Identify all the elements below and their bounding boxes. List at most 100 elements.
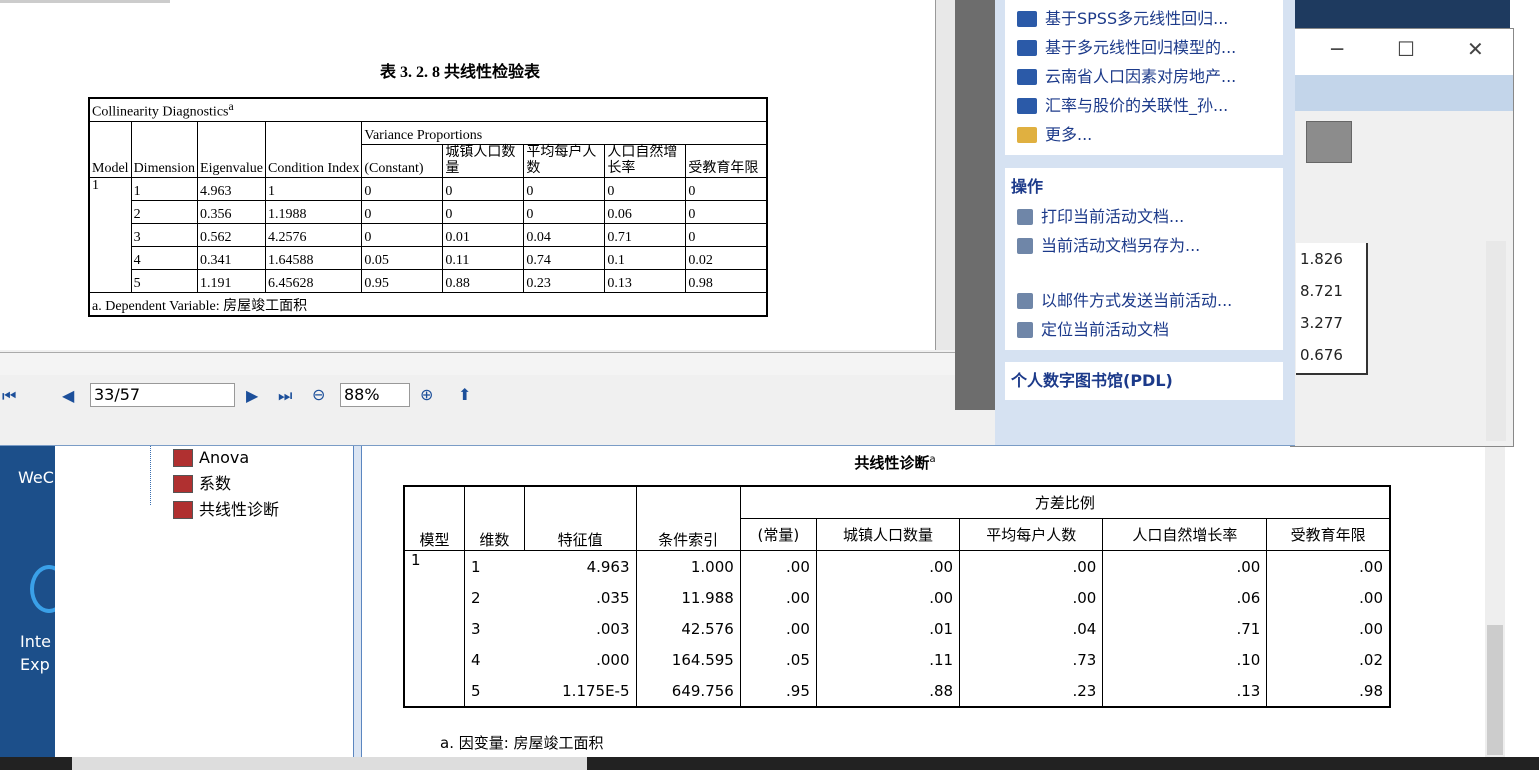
header-cell: Condition Index — [264, 121, 363, 178]
action[interactable]: 以邮件方式发送当前活动... — [1017, 286, 1283, 315]
action[interactable]: 当前活动文档另存为... — [1017, 231, 1283, 260]
actions: 打印当前活动文档... 当前活动文档另存为... 以邮件方式发送当前活动... 定位当… — [1005, 202, 1283, 344]
first-page[interactable]: ⏮ — [2, 386, 17, 405]
close[interactable]: ✕ — [1467, 37, 1484, 61]
link[interactable]: 汇率与股价的关联性_孙... — [1017, 91, 1283, 120]
data-row: 3.003 42.576.00.01.04.71.00 — [404, 613, 1391, 644]
data-cell: 0 — [523, 200, 606, 224]
data-cell: 0 — [604, 177, 687, 201]
link-icon — [1017, 68, 1037, 85]
page-input[interactable]: 33/57 — [90, 383, 235, 407]
header-cell: 城镇人口数量 — [815, 518, 961, 551]
upload[interactable]: ⬆ — [458, 385, 472, 404]
icon-label[interactable]: Inte — [20, 632, 51, 651]
values-pane: 1.826 8.721 3.277 0.676 — [1296, 243, 1368, 375]
data-cell: .000 — [523, 644, 637, 675]
row: a. Dependent Variable: 房屋竣工面积 — [88, 292, 768, 317]
prev-page[interactable]: ◀ — [62, 386, 75, 405]
link-icon — [1017, 97, 1037, 114]
action[interactable]: 定位当前活动文档 — [1017, 315, 1283, 344]
section-title[interactable]: 操作 — [1011, 177, 1044, 196]
data-cell: 1 — [463, 550, 525, 582]
value: 8.721 — [1300, 282, 1343, 300]
desktop: WeC Inte Exp — [0, 445, 68, 757]
data-cell: 0.06 — [604, 200, 687, 224]
header-group: Variance Proportions — [361, 121, 768, 145]
zoom-input[interactable]: 88% — [340, 383, 410, 407]
data-cell: 0 — [685, 200, 768, 224]
header-cell: 维数 — [463, 485, 525, 551]
data-cell: 0.02 — [685, 246, 768, 270]
data-cell: 4 — [130, 246, 199, 270]
pdl-panel: 个人数字图书馆(PDL) — [1005, 362, 1283, 400]
scrollbar[interactable] — [1486, 241, 1506, 441]
maximize[interactable]: ☐ — [1397, 37, 1415, 61]
data-row: 1 1 4.963 1.000.00.00.00.00.00 — [403, 550, 1391, 707]
title-bar: ─ ☐ ✕ — [1291, 29, 1513, 75]
data-cell: .88 — [815, 675, 961, 707]
tree-item[interactable]: Anova — [173, 445, 279, 471]
action-text: 定位当前活动文档 — [1041, 320, 1170, 339]
superscript: a — [929, 454, 936, 465]
next-page[interactable]: ▶ — [246, 386, 259, 405]
header-cell: 城镇人口数量 — [442, 144, 525, 178]
header-cell: 平均每户人数 — [959, 518, 1104, 551]
actions-panel: 操作 打印当前活动文档... 当前活动文档另存为... 以邮件方式发送当前活动...… — [1005, 168, 1283, 350]
tree-item[interactable]: 共线性诊断 — [173, 497, 279, 523]
section-title[interactable]: 个人数字图书馆(PDL) — [1011, 371, 1173, 390]
link[interactable]: 基于多元线性回归模型的... — [1017, 33, 1283, 62]
data-cell: .035 — [523, 582, 637, 613]
data-cell: .95 — [739, 675, 817, 707]
h-scrollbar[interactable] — [0, 352, 955, 375]
data-cell: .00 — [739, 582, 817, 613]
tree-item[interactable]: 系数 — [173, 471, 279, 497]
link[interactable]: 基于SPSS多元线性回归... — [1017, 4, 1283, 33]
data-cell: .003 — [523, 613, 637, 644]
data-cell: .00 — [1266, 550, 1391, 582]
zoom-in[interactable]: ⊕ — [420, 385, 434, 404]
data-cell: .13 — [1102, 675, 1268, 707]
data-cell: .73 — [959, 644, 1104, 675]
v-scrollbar[interactable] — [935, 0, 956, 350]
data-cell: .00 — [959, 582, 1104, 613]
data-cell: 0.562 — [197, 223, 266, 247]
data-cell: 0 — [442, 177, 525, 201]
title: 共线性诊断 — [854, 454, 930, 472]
data-cell: 0.74 — [523, 246, 606, 270]
action-icon — [1017, 208, 1033, 225]
last-page[interactable]: ⏭ — [278, 386, 293, 405]
data-cell: .00 — [959, 550, 1104, 582]
zoom-out[interactable]: ⊖ — [312, 385, 326, 404]
splitter[interactable] — [353, 445, 362, 757]
data-cell: .11 — [815, 644, 961, 675]
folder-icon — [1017, 126, 1037, 143]
data-cell: .23 — [959, 675, 1104, 707]
header-cell: 人口自然增长率 — [604, 144, 687, 178]
value: 1.826 — [1300, 250, 1343, 268]
data-cell: 0.13 — [604, 269, 687, 293]
data-cell: 1.1988 — [264, 200, 363, 224]
action[interactable]: 打印当前活动文档... — [1017, 202, 1283, 231]
data-cell: .00 — [1102, 550, 1268, 582]
search-box[interactable] — [72, 757, 587, 770]
data-cell: 0 — [685, 177, 768, 201]
minimize[interactable]: ─ — [1331, 37, 1344, 61]
icon-label[interactable]: WeC — [18, 468, 54, 487]
link[interactable]: 更多... — [1017, 120, 1283, 149]
header-cell: 模型 — [403, 485, 465, 551]
footnote: a. 因变量: 房屋竣工面积 — [440, 734, 604, 752]
data-cell: 0 — [361, 177, 444, 201]
link[interactable]: 云南省人口因素对房地产... — [1017, 62, 1283, 91]
data-cell: 5 — [130, 269, 199, 293]
toolbar-icon[interactable] — [1306, 121, 1352, 163]
scrollbar[interactable] — [1485, 445, 1505, 757]
tree-line — [150, 445, 152, 505]
data-cell: 3 — [463, 613, 525, 644]
data-cell: 164.595 — [635, 644, 741, 675]
scroll-thumb[interactable] — [1487, 625, 1503, 755]
icon-label[interactable]: Exp — [20, 655, 50, 674]
data-row: 1 1 4.963 1 0 0 0 0 0 — [88, 177, 768, 293]
header-row: (常量) 城镇人口数量 平均每户人数 人口自然增长率 受教育年限 — [404, 518, 1391, 551]
data-row: 5 1.175E-5 649.756.95.88.23.13.98 — [404, 675, 1391, 707]
data-cell: 1.000 — [635, 550, 741, 582]
